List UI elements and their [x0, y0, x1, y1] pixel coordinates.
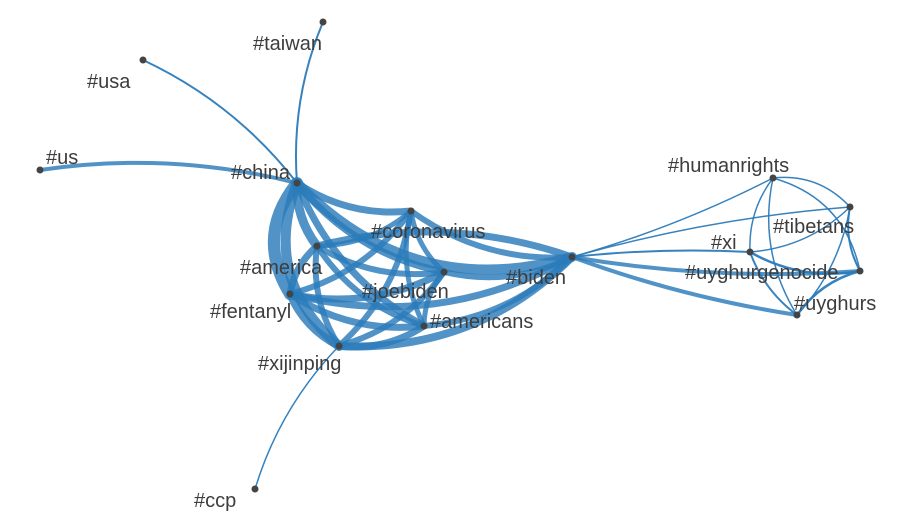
edge-xi-uyghurgenocide — [748, 250, 862, 275]
node-label-taiwan: #taiwan — [253, 33, 322, 55]
node-label-joebiden: #joebiden — [362, 281, 449, 303]
edge-xi-uyghurs — [749, 251, 798, 316]
node-label-ccp: #ccp — [194, 490, 236, 512]
node-label-coronavirus: #coronavirus — [371, 221, 486, 243]
edge-china-taiwan — [294, 21, 324, 184]
node-label-uyghurgenocide: #uyghurgenocide — [685, 262, 838, 284]
edge-china-usa — [142, 59, 298, 184]
node-biden — [568, 253, 576, 261]
edge-humanrights-uyghurgenocide — [772, 177, 861, 272]
edge-biden-humanrights — [571, 177, 774, 258]
node-tibetans — [846, 203, 854, 211]
edge-coronavirus-joebiden — [408, 208, 447, 275]
node-joebiden — [440, 268, 448, 276]
node-taiwan — [319, 18, 327, 26]
edge-joebiden-biden — [441, 254, 575, 281]
node-label-americans: #americans — [430, 311, 533, 333]
edge-americans-biden — [421, 254, 575, 329]
edge-coronavirus-biden — [408, 208, 575, 261]
node-xijinping — [335, 342, 343, 350]
node-layer — [36, 18, 864, 493]
edge-america-joebiden — [314, 243, 447, 278]
edge-america-fentanyl — [286, 242, 321, 298]
node-label-tibetans: #tibetans — [773, 216, 854, 238]
node-ccp — [251, 485, 259, 493]
node-label-humanrights: #humanrights — [668, 155, 789, 177]
edge-xijinping-americans — [335, 322, 428, 351]
node-fentanyl — [286, 290, 294, 298]
edge-joebiden-americans — [421, 269, 447, 329]
node-uyghurgenocide — [856, 267, 864, 275]
edge-china-us — [38, 160, 299, 185]
edge-china-coronavirus — [293, 179, 415, 216]
edge-xijinping-ccp — [254, 345, 340, 490]
edge-coronavirus-americans — [403, 208, 427, 329]
edge-humanrights-tibetans — [772, 176, 851, 208]
node-xi — [746, 248, 754, 256]
edge-uyghurgenocide-uyghurs — [795, 269, 862, 317]
node-humanrights — [769, 174, 777, 182]
node-label-uyghurs: #uyghurs — [794, 293, 876, 315]
node-label-fentanyl: #fentanyl — [210, 301, 291, 323]
edge-biden-tibetans — [571, 206, 851, 258]
node-label-xijinping: #xijinping — [258, 353, 341, 375]
edge-biden-xi — [571, 249, 751, 258]
node-americans — [420, 322, 428, 330]
edge-xi-tibetans — [749, 206, 851, 253]
node-label-usa: #usa — [87, 71, 131, 93]
edge-biden-uyghurs — [570, 255, 799, 317]
edge-fentanyl-coronavirus — [287, 208, 414, 297]
edge-layer — [38, 21, 862, 490]
edge-china-xijinping — [280, 178, 344, 351]
node-china — [293, 179, 301, 187]
node-coronavirus — [407, 207, 415, 215]
node-usa — [139, 56, 147, 64]
node-label-america: #america — [240, 257, 323, 279]
label-layer: #china #usa #taiwan #us #america #fentanyl #xi… — [46, 33, 876, 512]
edge-fentanyl-joebiden — [286, 268, 448, 303]
node-label-china: #china — [231, 162, 291, 184]
edge-fentanyl-xijinping — [286, 290, 343, 350]
node-uyghurs — [793, 311, 801, 319]
node-america — [313, 242, 321, 250]
node-label-xi: #xi — [711, 232, 737, 254]
node-label-us: #us — [46, 147, 78, 169]
node-label-biden: #biden — [506, 267, 566, 289]
node-us — [36, 166, 44, 174]
edge-fentanyl-americans — [286, 290, 428, 331]
edge-humanrights-xi — [749, 177, 774, 253]
